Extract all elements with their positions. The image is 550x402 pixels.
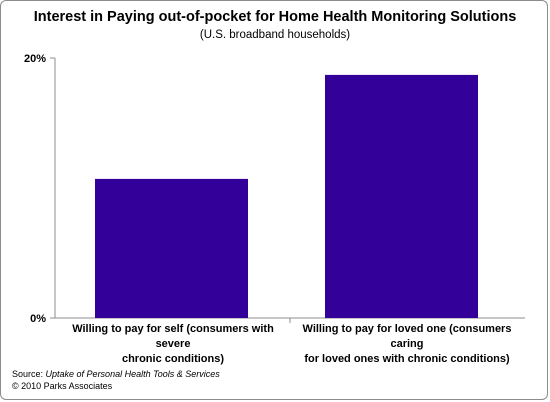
- y-tick-label-bottom: 0%: [30, 313, 46, 325]
- bar-self: [95, 178, 248, 318]
- x-label-loved-one-line1: Willing to pay for loved one (consumers …: [302, 323, 512, 350]
- x-label-self-line1: Willing to pay for self (consumers with …: [72, 323, 274, 350]
- bar-loved-one: [325, 74, 478, 319]
- x-label-self: Willing to pay for self (consumers with …: [58, 322, 288, 367]
- chart-title: Interest in Paying out-of-pocket for Hom…: [33, 9, 517, 25]
- x-label-self-line2: chronic conditions): [121, 353, 225, 365]
- chart-subtitle: (U.S. broadband households): [199, 29, 351, 41]
- x-label-loved-one-line2: for loved ones with chronic conditions): [304, 353, 510, 365]
- y-tick-label-top: 20%: [24, 53, 46, 65]
- source-title: Uptake of Personal Health Tools & Servic…: [45, 369, 220, 379]
- copyright: © 2010 Parks Associates: [12, 381, 113, 391]
- source-note: Source: Uptake of Personal Health Tools …: [12, 368, 220, 392]
- x-label-loved-one: Willing to pay for loved one (consumers …: [292, 322, 522, 367]
- source-prefix: Source:: [12, 369, 46, 379]
